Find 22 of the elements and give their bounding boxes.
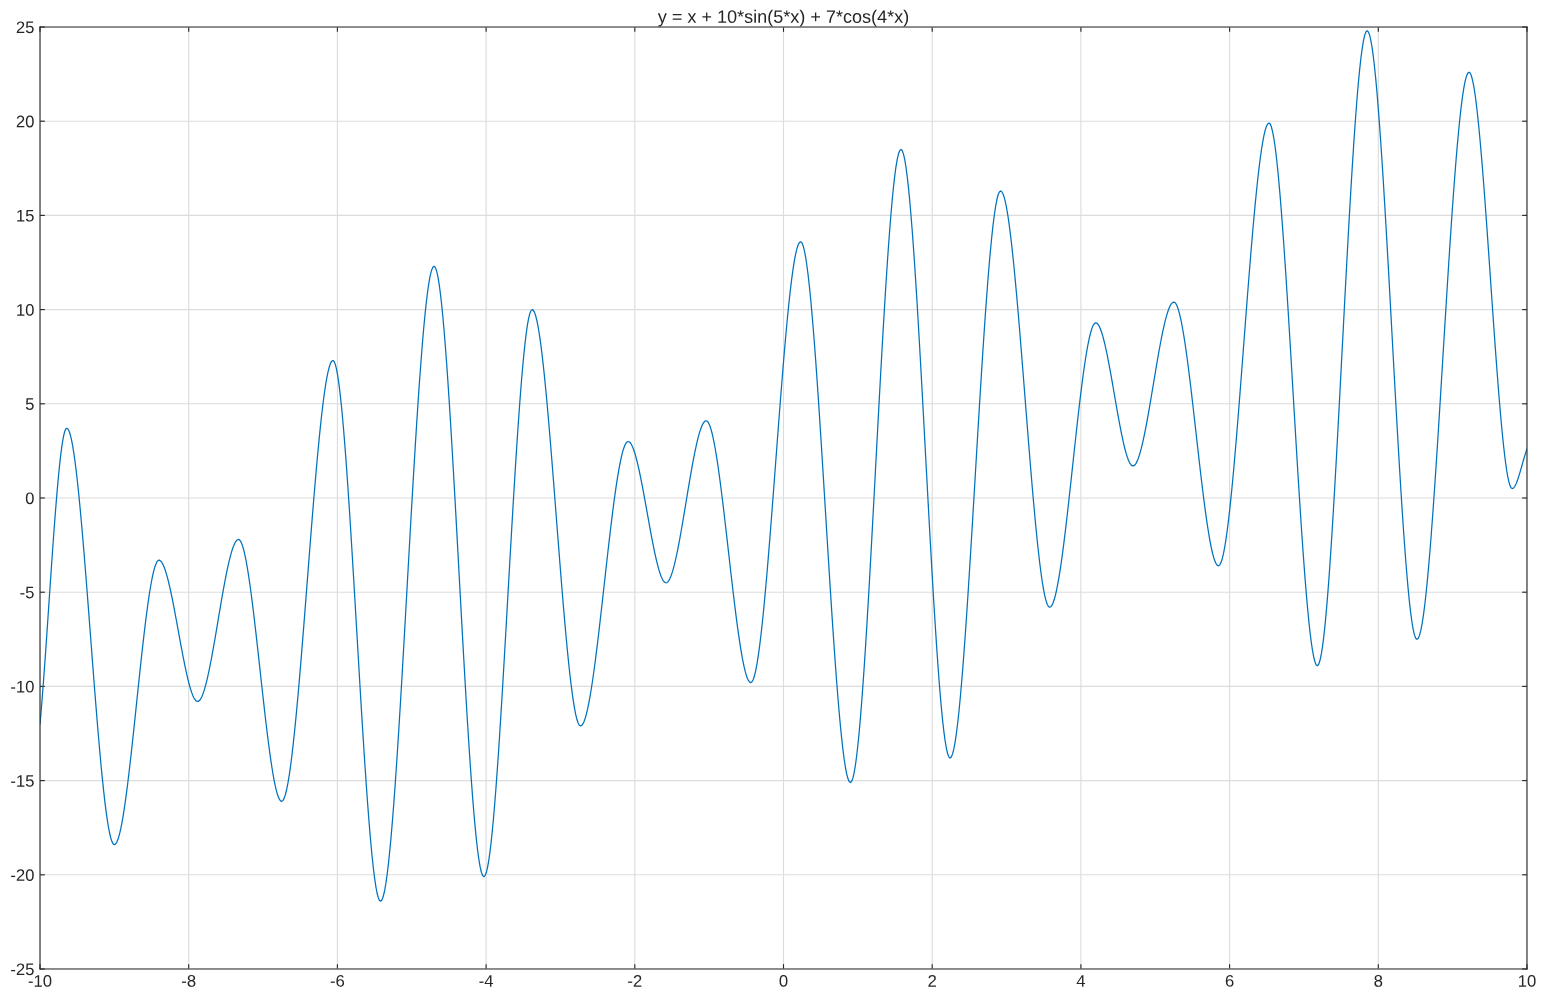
y-tick-label: -25 <box>11 963 34 976</box>
y-tick-label: 10 <box>17 304 34 316</box>
x-tick-label: 10 <box>1519 975 1536 987</box>
y-tick-label: 15 <box>17 209 34 222</box>
x-tick-label: -6 <box>330 975 345 987</box>
x-tick-label: -2 <box>628 975 642 987</box>
x-tick-label: 0 <box>779 975 788 987</box>
y-tick-label: 0 <box>25 492 34 505</box>
x-tick-label: 6 <box>1225 975 1234 987</box>
x-tick-label: -8 <box>182 975 196 987</box>
x-tick-label: 4 <box>1076 975 1086 987</box>
y-tick-label: -20 <box>11 869 34 881</box>
x-tick-label: 2 <box>928 975 936 987</box>
y-tick-label: -10 <box>11 680 34 693</box>
y-tick-label: -15 <box>11 775 34 787</box>
y-tick-label: 20 <box>16 115 34 128</box>
y-tick-label: 25 <box>16 21 34 34</box>
chart-title: y = x + 10*sin(5*x) + 7*cos(4*x) <box>657 9 909 27</box>
x-tick-label: -4 <box>479 975 494 987</box>
y-tick-label: -5 <box>20 586 34 599</box>
y-tick-label: 5 <box>25 398 34 410</box>
x-tick-label: 8 <box>1374 975 1383 987</box>
